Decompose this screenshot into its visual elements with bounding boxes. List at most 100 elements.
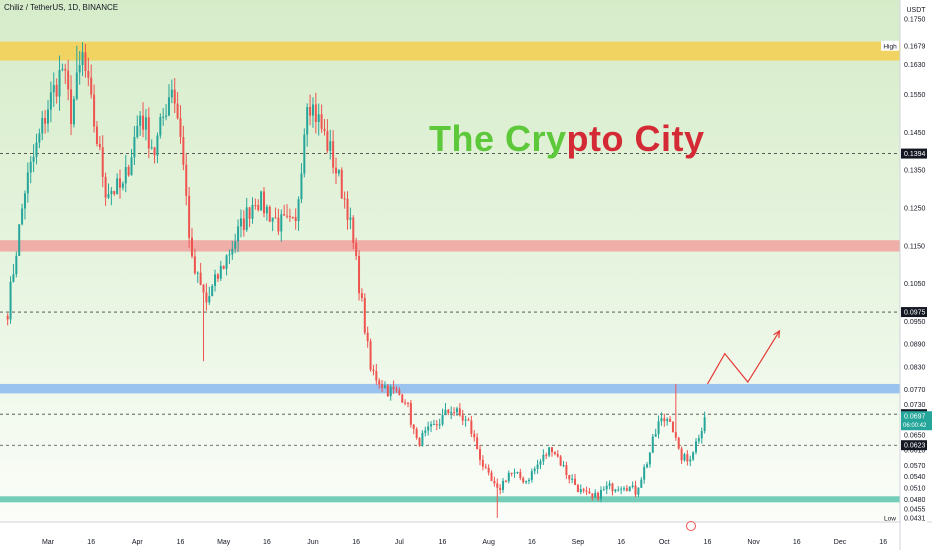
y-tick-label: 0.0650 <box>904 433 926 440</box>
candle <box>139 111 142 136</box>
candle <box>369 338 372 372</box>
candle <box>703 411 706 434</box>
candle-body <box>326 131 329 151</box>
candle <box>343 191 346 209</box>
candle <box>288 208 291 222</box>
candle-body <box>605 485 608 490</box>
candle <box>274 207 277 219</box>
symbol-header: Chiliz / TetherUS, 1D, BINANCE <box>4 3 119 12</box>
candle <box>78 51 81 85</box>
candle-body <box>139 115 142 126</box>
candle-body <box>559 456 562 466</box>
candle <box>12 264 15 283</box>
candle-body <box>185 164 188 196</box>
candle-body <box>447 409 450 414</box>
candle <box>507 470 510 484</box>
candle-body <box>444 409 447 415</box>
candle-body <box>257 205 260 211</box>
candle-body <box>453 412 456 414</box>
candle-body <box>6 315 9 320</box>
candle-body <box>599 490 602 500</box>
candle <box>669 416 672 422</box>
candle-body <box>26 172 29 194</box>
candle <box>407 402 409 408</box>
y-tick-label: 0.1150 <box>904 243 925 250</box>
candle-body <box>205 292 208 303</box>
x-tick-label: 16 <box>617 539 625 546</box>
candle <box>188 187 191 248</box>
candle-body <box>441 414 444 425</box>
candle-body <box>176 103 179 119</box>
candle-body <box>297 199 300 222</box>
x-tick-label: May <box>217 539 231 546</box>
candle <box>392 380 395 394</box>
candle-body <box>153 147 156 156</box>
candle <box>300 163 303 204</box>
candle-body <box>41 117 44 134</box>
candle <box>519 468 522 481</box>
candle <box>663 413 666 427</box>
candle-body <box>516 472 519 474</box>
y-tick-label: 0.1450 <box>904 130 926 137</box>
candle-body <box>67 70 70 90</box>
candle-body <box>530 471 533 481</box>
candle-body <box>398 390 401 395</box>
candle <box>61 63 64 72</box>
candle-body <box>551 447 553 452</box>
candle-body <box>519 472 522 479</box>
zone-yellow <box>0 41 900 61</box>
candle-body <box>87 70 90 78</box>
candle-body <box>438 424 441 426</box>
candle-body <box>401 394 404 403</box>
candle-body <box>343 198 346 200</box>
candle-body <box>265 206 268 214</box>
candle-body <box>692 452 695 460</box>
candle-body <box>237 226 240 242</box>
candle <box>95 121 98 147</box>
candle-body <box>392 386 395 390</box>
candle-body <box>640 479 643 488</box>
candle <box>372 364 375 376</box>
candle-body <box>121 183 124 188</box>
candle-body <box>55 84 58 97</box>
candle <box>193 248 196 275</box>
candle <box>335 157 337 184</box>
time-axis <box>0 522 932 550</box>
candle-body <box>510 472 513 474</box>
candle <box>251 197 254 224</box>
candle-body <box>597 492 600 500</box>
candle <box>614 488 617 493</box>
candle-body <box>214 274 217 286</box>
candle <box>683 452 686 462</box>
x-tick-label: Oct <box>659 539 670 546</box>
zone-blue <box>0 383 900 394</box>
candle-body <box>156 135 159 156</box>
candle-body <box>591 493 594 498</box>
candle <box>602 486 605 491</box>
candle <box>689 455 692 467</box>
candle-body <box>646 464 649 468</box>
candle-body <box>651 436 654 453</box>
last-price-label: 0.0697 <box>904 414 926 421</box>
candle <box>248 206 251 228</box>
y-tick-label: 0.0950 <box>904 319 926 326</box>
candle-body <box>274 217 277 219</box>
candle-body <box>127 166 130 176</box>
candle-body <box>199 272 202 285</box>
candle <box>208 286 211 305</box>
candle-body <box>360 293 363 298</box>
x-tick-label: Dec <box>834 539 847 546</box>
candle-body <box>611 483 614 492</box>
candle-body <box>625 488 628 491</box>
candle-body <box>470 420 473 434</box>
candle <box>438 418 441 430</box>
level-tag: 0.1394 <box>904 151 926 158</box>
candle <box>481 455 484 471</box>
projection-path <box>706 330 781 385</box>
candle <box>398 387 401 396</box>
candle-body <box>533 468 536 472</box>
candle-body <box>75 72 78 99</box>
candle <box>548 446 551 458</box>
